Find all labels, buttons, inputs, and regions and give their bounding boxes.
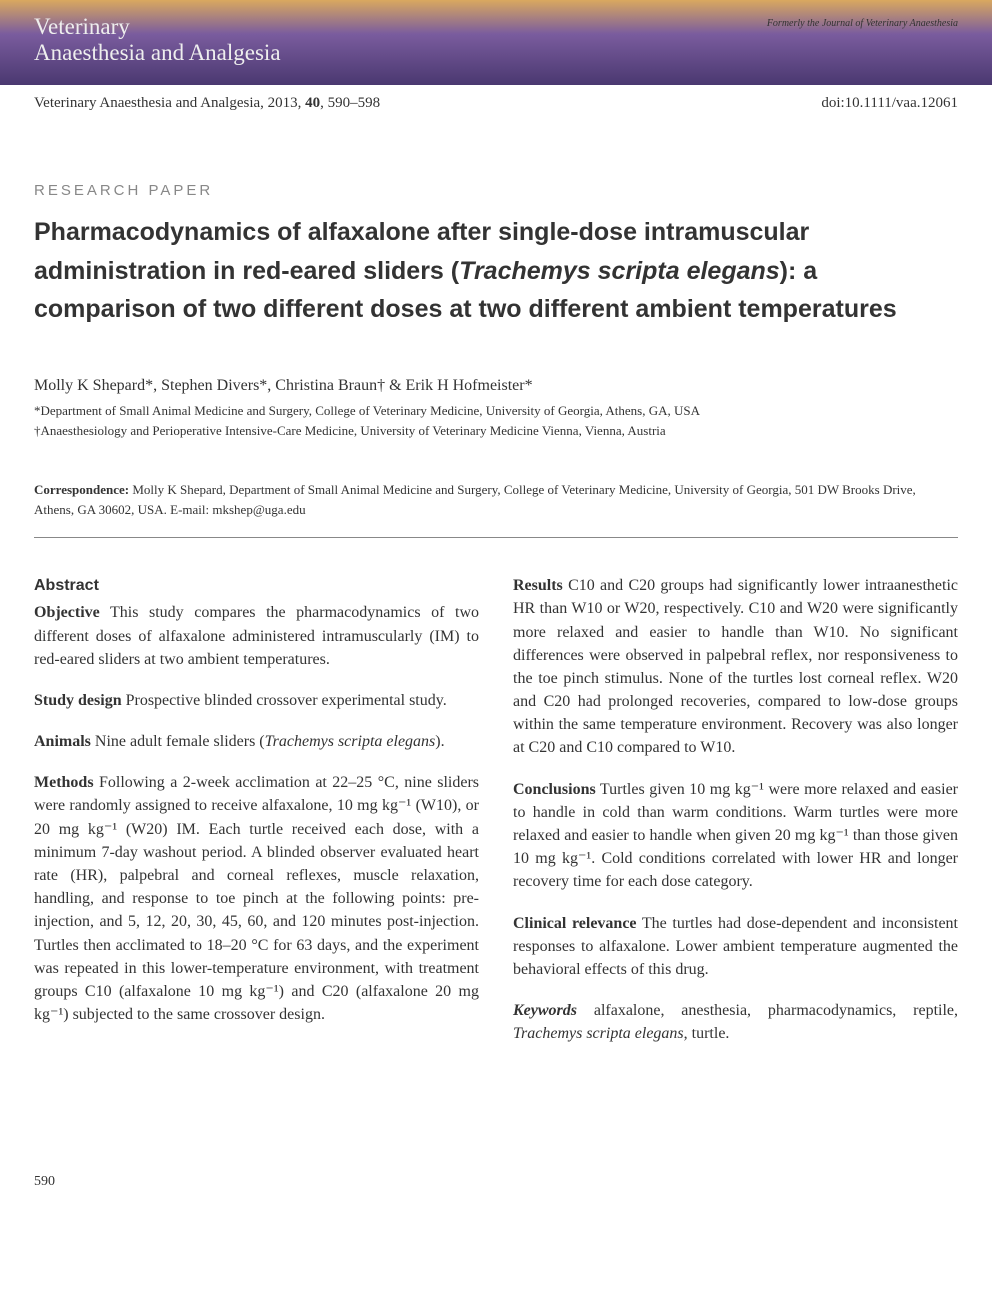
correspondence: Correspondence: Molly K Shepard, Departm… [34,480,958,519]
page-number: 590 [0,1094,992,1220]
keywords-post: , turtle. [684,1025,730,1042]
right-column: Results C10 and C20 groups had significa… [513,574,958,1063]
affiliations: *Department of Small Animal Medicine and… [34,401,958,440]
section-rule [34,537,958,538]
methods-label: Methods [34,774,94,791]
citation-pages: , 590–598 [320,95,380,111]
affiliation-2: †Anaesthesiology and Perioperative Inten… [34,421,958,441]
journal-header-band: Veterinary Anaesthesia and Analgesia For… [0,0,992,85]
abstract-animals: Animals Nine adult female sliders (Trach… [34,730,479,753]
citation-line: Veterinary Anaesthesia and Analgesia, 20… [0,85,992,122]
keywords-species-italic: Trachemys scripta elegans [513,1025,684,1042]
animals-label: Animals [34,733,91,750]
brand-line-2: Anaesthesia and Analgesia [34,40,281,66]
conclusions-label: Conclusions [513,781,596,798]
abstract-columns: Abstract Objective This study compares t… [34,574,958,1063]
animals-species-italic: Trachemys scripta elegans [265,733,436,750]
animals-pre: Nine adult female sliders ( [91,733,265,750]
authors-line: Molly K Shepard*, Stephen Divers*, Chris… [34,377,958,395]
objective-label: Objective [34,604,100,621]
objective-text: This study compares the pharmacodynamics… [34,604,479,667]
methods-text: Following a 2-week acclimation at 22–25 … [34,774,479,1023]
former-journal-name: Formerly the Journal of Veterinary Anaes… [767,14,958,29]
abstract-results: Results C10 and C20 groups had significa… [513,574,958,760]
animals-post: ). [435,733,444,750]
design-text: Prospective blinded crossover experiment… [122,692,447,709]
keywords-pre: alfaxalone, anesthesia, pharmacodynamics… [577,1002,958,1019]
abstract-clinical-relevance: Clinical relevance The turtles had dose-… [513,912,958,982]
citation-journal: Veterinary Anaesthesia and Analgesia, 20… [34,95,380,112]
correspondence-text: Molly K Shepard, Department of Small Ani… [34,482,916,517]
abstract-keywords: Keywords alfaxalone, anesthesia, pharmac… [513,999,958,1045]
abstract-objective: Objective This study compares the pharma… [34,601,479,671]
results-label: Results [513,577,563,594]
citation-journal-text: Veterinary Anaesthesia and Analgesia, 20… [34,95,305,111]
design-label: Study design [34,692,122,709]
affiliation-1: *Department of Small Animal Medicine and… [34,401,958,421]
journal-brand: Veterinary Anaesthesia and Analgesia [34,14,281,67]
keywords-label: Keywords [513,1002,577,1019]
left-column: Abstract Objective This study compares t… [34,574,479,1063]
citation-volume: 40 [305,95,320,111]
clinrel-label: Clinical relevance [513,915,637,932]
abstract-heading: Abstract [34,574,479,597]
brand-line-1: Veterinary [34,14,281,40]
paper-title: Pharmacodynamics of alfaxalone after sin… [34,213,958,329]
title-species-italic: Trachemys scripta elegans [459,257,780,285]
results-text: C10 and C20 groups had significantly low… [513,577,958,756]
abstract-design: Study design Prospective blinded crossov… [34,689,479,712]
citation-doi: doi:10.1111/vaa.12061 [821,95,958,112]
abstract-methods: Methods Following a 2-week acclimation a… [34,771,479,1026]
correspondence-label: Correspondence: [34,482,132,497]
paper-type-label: RESEARCH PAPER [34,182,958,199]
abstract-conclusions: Conclusions Turtles given 10 mg kg⁻¹ wer… [513,778,958,894]
